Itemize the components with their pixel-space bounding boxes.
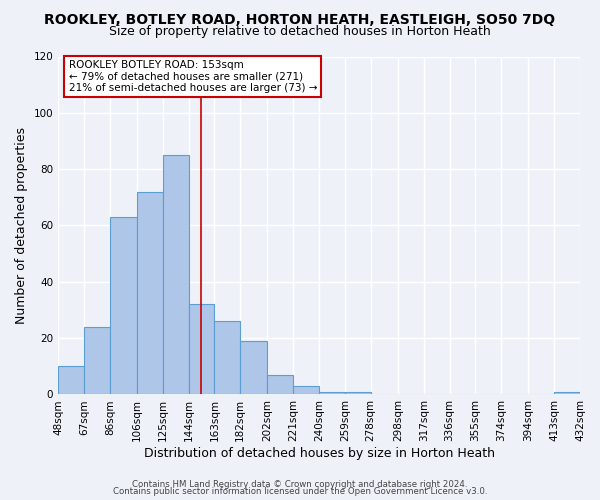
Text: ROOKLEY BOTLEY ROAD: 153sqm
← 79% of detached houses are smaller (271)
21% of se: ROOKLEY BOTLEY ROAD: 153sqm ← 79% of det… bbox=[68, 60, 317, 93]
Bar bbox=[345, 392, 371, 394]
Bar bbox=[214, 321, 240, 394]
Bar bbox=[163, 155, 188, 394]
Bar bbox=[293, 386, 319, 394]
Text: Contains public sector information licensed under the Open Government Licence v3: Contains public sector information licen… bbox=[113, 488, 487, 496]
Bar bbox=[110, 217, 137, 394]
Bar bbox=[554, 392, 580, 394]
Bar bbox=[268, 374, 293, 394]
Bar bbox=[137, 192, 163, 394]
Bar bbox=[240, 341, 268, 394]
Bar bbox=[84, 327, 110, 394]
Bar bbox=[58, 366, 84, 394]
Text: ROOKLEY, BOTLEY ROAD, HORTON HEATH, EASTLEIGH, SO50 7DQ: ROOKLEY, BOTLEY ROAD, HORTON HEATH, EAST… bbox=[44, 12, 556, 26]
X-axis label: Distribution of detached houses by size in Horton Heath: Distribution of detached houses by size … bbox=[143, 447, 494, 460]
Text: Size of property relative to detached houses in Horton Heath: Size of property relative to detached ho… bbox=[109, 25, 491, 38]
Bar bbox=[319, 392, 345, 394]
Y-axis label: Number of detached properties: Number of detached properties bbox=[15, 127, 28, 324]
Bar bbox=[188, 304, 214, 394]
Text: Contains HM Land Registry data © Crown copyright and database right 2024.: Contains HM Land Registry data © Crown c… bbox=[132, 480, 468, 489]
